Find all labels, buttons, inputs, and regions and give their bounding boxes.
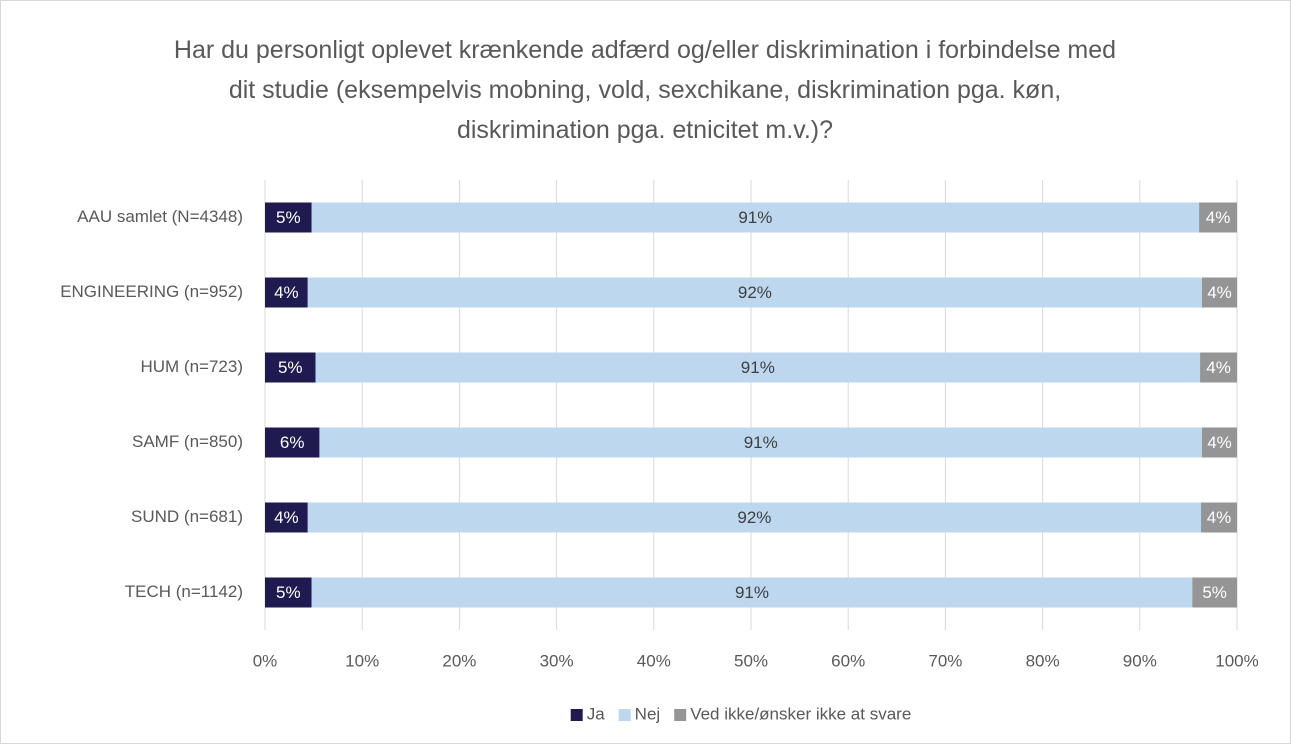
- bar-segment: [265, 427, 320, 458]
- data-label: 5%: [278, 358, 303, 377]
- bar-segment: [265, 277, 308, 308]
- y-tick-label: HUM (n=723): [140, 357, 243, 376]
- x-tick-label: 60%: [831, 651, 865, 670]
- data-label: 92%: [738, 283, 772, 302]
- x-tick-label: 40%: [637, 651, 671, 670]
- x-tick-label: 50%: [734, 651, 768, 670]
- y-tick-label: SUND (n=681): [131, 507, 243, 526]
- x-tick-label: 100%: [1215, 651, 1258, 670]
- bar-segment: [1202, 427, 1237, 458]
- legend-swatch: [570, 709, 583, 721]
- bar-segment: [265, 577, 312, 608]
- data-label: 5%: [276, 208, 301, 227]
- y-tick-label: TECH (n=1142): [125, 582, 243, 601]
- chart-title: Har du personligt oplevet krænkende adfæ…: [173, 36, 1117, 144]
- data-label: 5%: [276, 583, 301, 602]
- x-tick-label: 70%: [928, 651, 962, 670]
- bar-segment: [311, 202, 1200, 233]
- data-label: 91%: [735, 583, 769, 602]
- legend-label: Nej: [635, 704, 661, 723]
- x-tick-label: 10%: [345, 651, 379, 670]
- y-tick-label: ENGINEERING (n=952): [60, 282, 243, 301]
- x-tick-label: 30%: [540, 651, 574, 670]
- legend-label: Ved ikke/ønsker ikke at svare: [690, 704, 911, 723]
- x-tick-label: 0%: [253, 651, 278, 670]
- data-label: 91%: [741, 358, 775, 377]
- bar-segment: [1199, 202, 1237, 233]
- data-label: 5%: [1202, 583, 1227, 602]
- legend-label: Ja: [587, 704, 606, 723]
- bar-segment: [265, 352, 316, 383]
- x-tick-label: 20%: [442, 651, 476, 670]
- data-label: 92%: [737, 508, 771, 527]
- x-tick-label: 80%: [1026, 651, 1060, 670]
- bar-segment: [1201, 502, 1237, 533]
- bar-segment: [265, 202, 312, 233]
- data-label: 4%: [274, 508, 299, 527]
- legend-swatch: [618, 709, 631, 721]
- bar-segment: [311, 577, 1193, 608]
- bar-segment: [307, 277, 1203, 308]
- bar-segment: [315, 352, 1201, 383]
- bar-segment: [1192, 577, 1237, 608]
- data-label: 4%: [1207, 283, 1232, 302]
- bar-segment: [1202, 277, 1237, 308]
- legend-swatch: [674, 709, 687, 721]
- data-label: 4%: [274, 283, 299, 302]
- data-label: 4%: [1206, 358, 1231, 377]
- data-label: 4%: [1207, 433, 1232, 452]
- data-label: 91%: [738, 208, 772, 227]
- data-label: 4%: [1206, 208, 1231, 227]
- y-tick-label: SAMF (n=850): [132, 432, 243, 451]
- x-tick-label: 90%: [1123, 651, 1157, 670]
- y-tick-label: AAU samlet (N=4348): [77, 207, 243, 226]
- data-label: 6%: [280, 433, 305, 452]
- data-label: 4%: [1207, 508, 1232, 527]
- bar-segment: [307, 502, 1202, 533]
- bar-segment: [265, 502, 308, 533]
- bar-segment: [319, 427, 1203, 458]
- bar-segment: [1200, 352, 1237, 383]
- data-label: 91%: [744, 433, 778, 452]
